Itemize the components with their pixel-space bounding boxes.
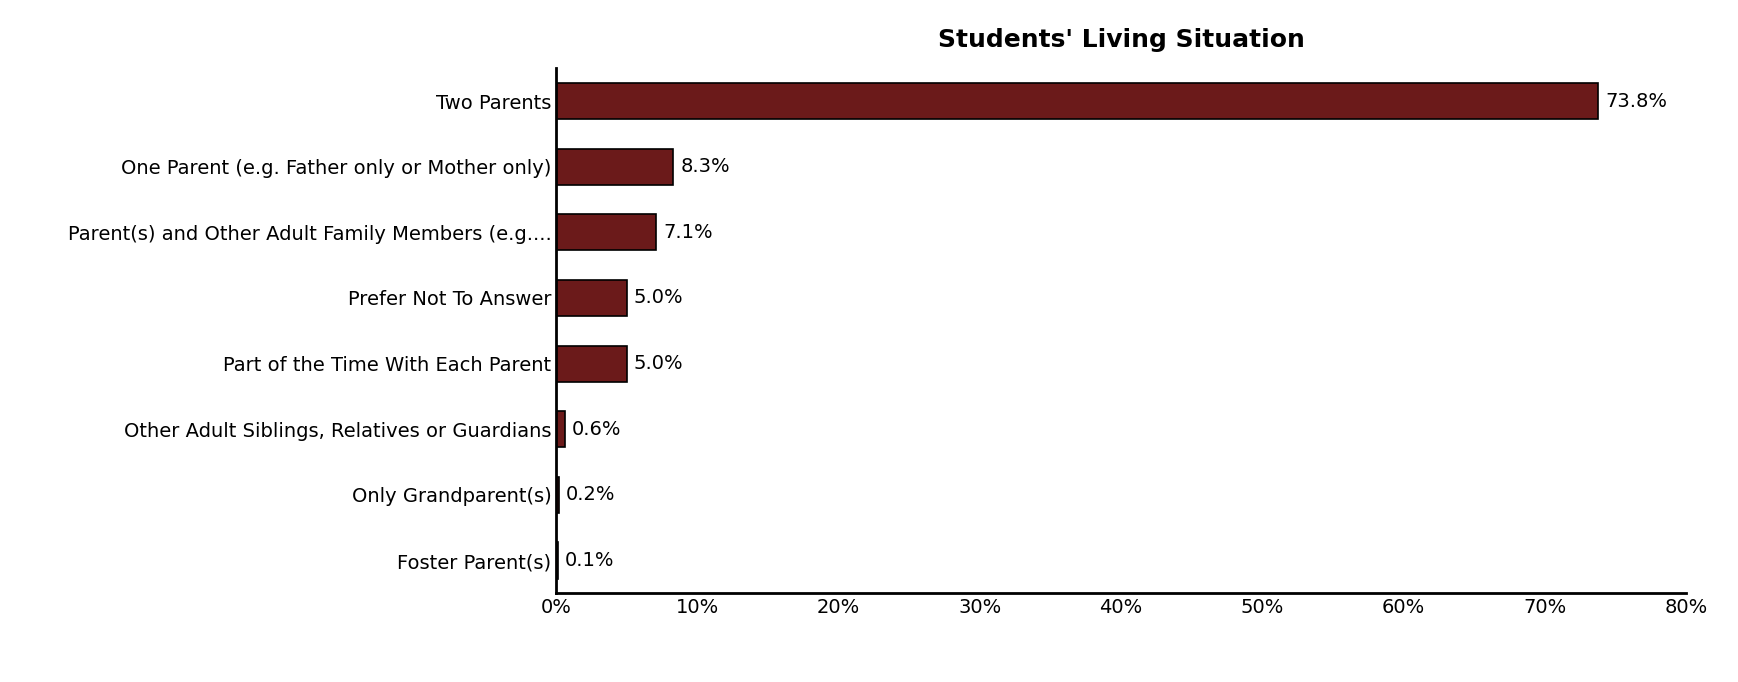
Text: 0.1%: 0.1% bbox=[565, 551, 614, 570]
Text: 5.0%: 5.0% bbox=[634, 354, 683, 373]
Bar bbox=[556, 411, 565, 447]
Bar bbox=[556, 214, 657, 250]
Text: 7.1%: 7.1% bbox=[664, 223, 713, 242]
Bar bbox=[556, 477, 560, 513]
Bar bbox=[556, 280, 627, 316]
Text: 5.0%: 5.0% bbox=[634, 288, 683, 308]
Title: Students' Living Situation: Students' Living Situation bbox=[937, 29, 1305, 53]
Text: 8.3%: 8.3% bbox=[680, 157, 730, 176]
Bar bbox=[556, 83, 1599, 119]
Text: 73.8%: 73.8% bbox=[1606, 91, 1667, 110]
Text: 0.2%: 0.2% bbox=[567, 486, 615, 505]
Text: 0.6%: 0.6% bbox=[572, 419, 620, 439]
Bar bbox=[556, 346, 627, 382]
Bar bbox=[556, 149, 673, 185]
